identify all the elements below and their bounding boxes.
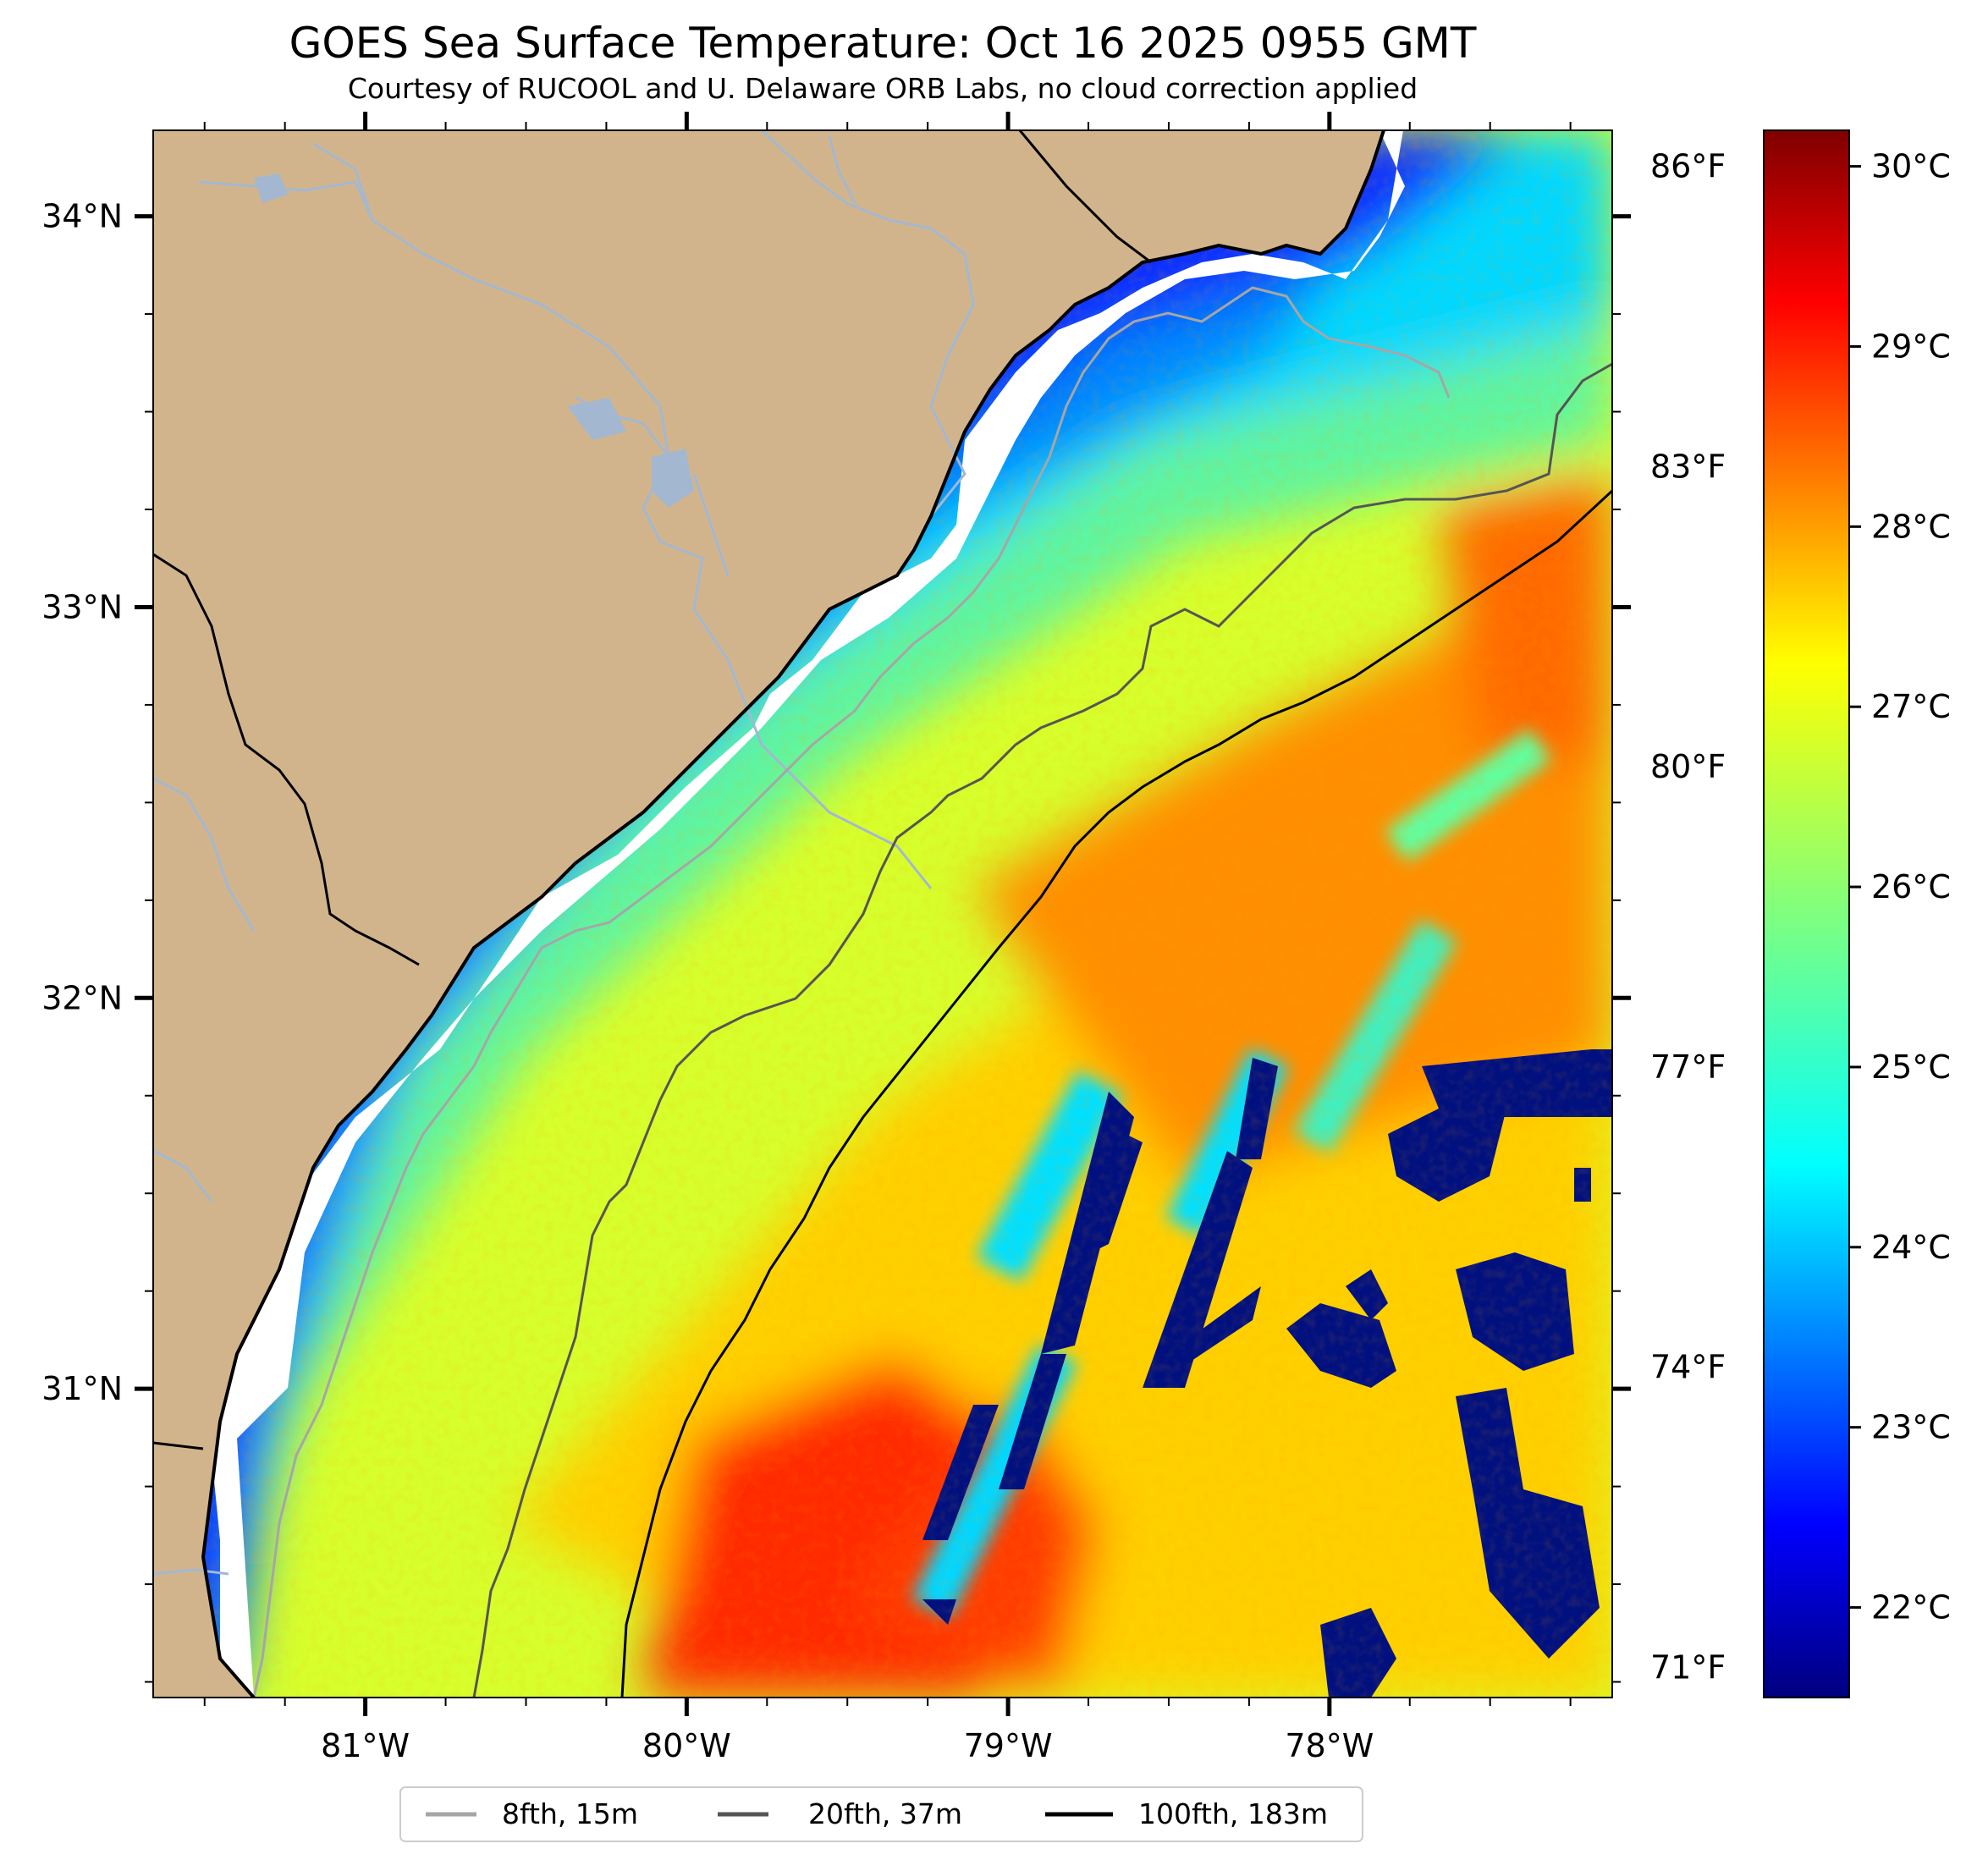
contour-8fth [252, 286, 1451, 1698]
legend-label-20fth: 20fth, 37m [808, 1797, 962, 1830]
colorbar-tick-label: 27°C [1871, 688, 1951, 725]
reservoir [254, 173, 288, 203]
lon-tick-label: 78°W [1285, 1727, 1374, 1764]
state-border [153, 553, 420, 966]
reservoir [652, 448, 694, 508]
contour-20fth [472, 362, 1612, 1698]
fahrenheit-tick-label: 80°F [1650, 748, 1726, 785]
legend-label-100fth: 100fth, 183m [1138, 1797, 1328, 1830]
colorbar-tick-label: 29°C [1871, 327, 1951, 365]
contour-100fth [620, 489, 1612, 1698]
colorbar-tick-label: 25°C [1871, 1048, 1951, 1086]
colorbar-tick-label: 28°C [1871, 508, 1951, 545]
legend-label-8fth: 8fth, 15m [502, 1797, 638, 1830]
map-frame [152, 129, 1613, 1698]
colorbar-tick-label: 23°C [1871, 1409, 1951, 1446]
colorbar-frame [1763, 129, 1850, 1698]
colorbar-tick-label: 22°C [1871, 1589, 1951, 1626]
colorbar-tick-label: 30°C [1871, 148, 1951, 185]
lon-tick-label: 80°W [642, 1727, 731, 1764]
map-axes: 81°W 80°W 79°W 78°W 34°N 33°N 32°N 31°N 86°F 83°F… [41, 112, 1726, 1764]
colorbar-tick-label: 24°C [1871, 1229, 1951, 1266]
reservoir [567, 398, 626, 440]
contour-legend: 8fth, 15m 20fth, 37m 100fth, 183m [399, 1786, 1363, 1842]
lat-tick-label: 33°N [41, 588, 123, 625]
map-panel [153, 130, 1612, 1698]
fahrenheit-tick-label: 77°F [1650, 1048, 1726, 1086]
lon-tick-label: 79°W [964, 1727, 1053, 1764]
legend-box [399, 1786, 1363, 1842]
fahrenheit-tick-label: 86°F [1650, 148, 1726, 185]
colorbar: 30°C 29°C 28°C 27°C 26°C 25°C 24°C 23°C 22°C [1763, 129, 1951, 1698]
lat-tick-label: 34°N [41, 198, 123, 235]
coastline [201, 130, 1385, 1698]
chart-title: GOES Sea Surface Temperature: Oct 16 202… [289, 19, 1477, 68]
fahrenheit-tick-label: 71°F [1650, 1649, 1726, 1687]
fahrenheit-tick-label: 83°F [1650, 448, 1726, 485]
land-area [153, 130, 1384, 1698]
lat-tick-label: 31°N [41, 1370, 123, 1407]
colorbar-tick-label: 26°C [1871, 868, 1951, 905]
state-border [1018, 130, 1152, 264]
lat-tick-label: 32°N [41, 979, 123, 1016]
fahrenheit-tick-label: 74°F [1650, 1349, 1726, 1386]
chart-subtitle: Courtesy of RUCOOL and U. Delaware ORB L… [348, 72, 1418, 105]
rivers [153, 130, 975, 1576]
colorbar-gradient [1764, 130, 1849, 1698]
state-border [153, 1441, 204, 1450]
lon-tick-label: 81°W [321, 1727, 410, 1764]
